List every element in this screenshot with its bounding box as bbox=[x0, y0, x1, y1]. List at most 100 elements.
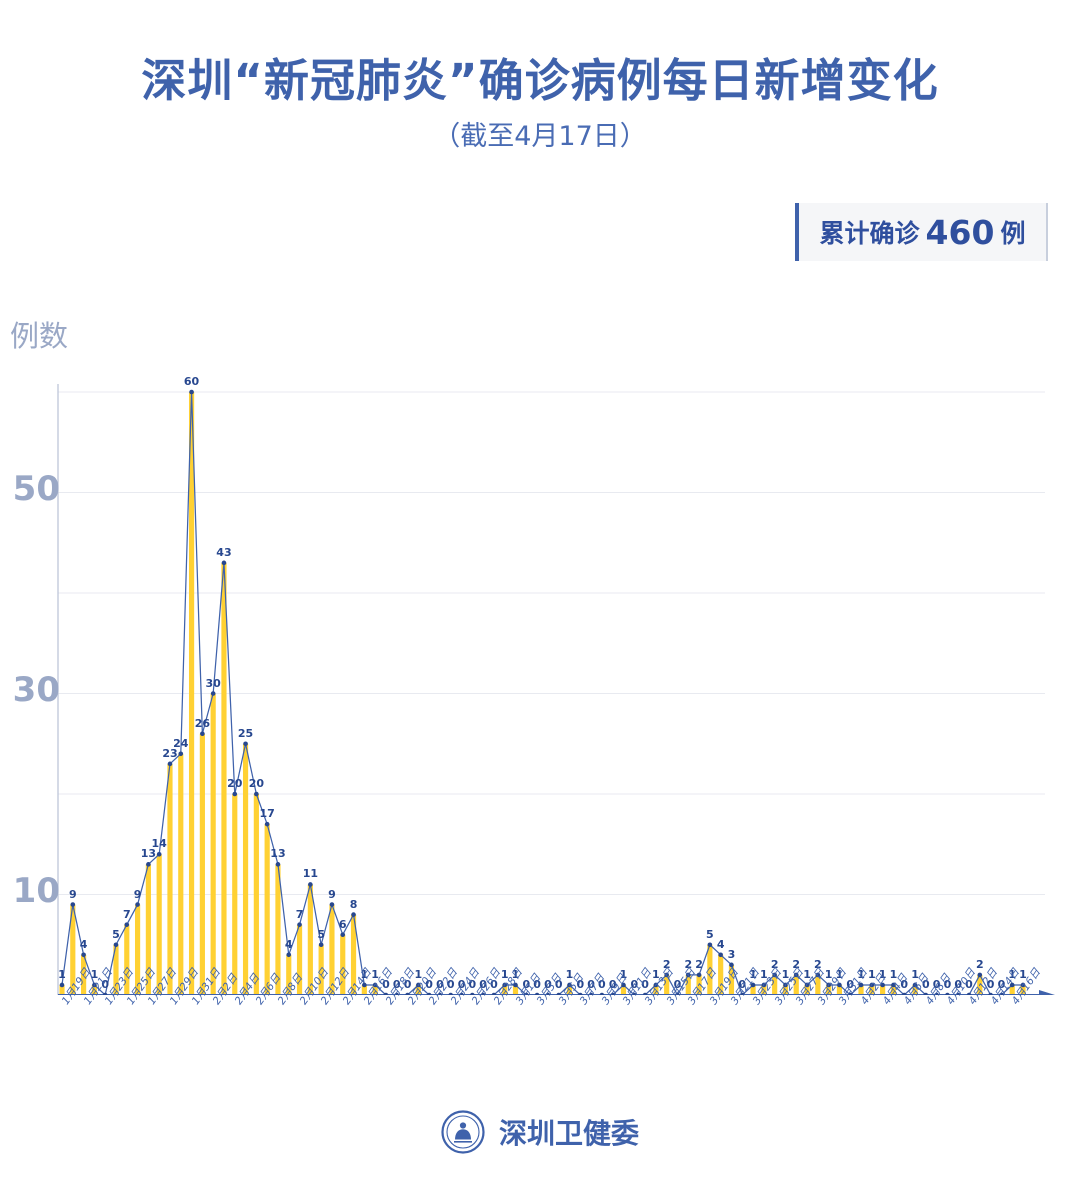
data-point-markers bbox=[59, 389, 1026, 995]
value-label: 0 bbox=[943, 978, 952, 991]
value-label: 7 bbox=[122, 907, 131, 921]
data-point bbox=[524, 992, 529, 995]
value-label: 2 bbox=[792, 957, 801, 971]
shenzhen-health-commission-seal-icon bbox=[441, 1110, 485, 1154]
value-label: 0 bbox=[554, 978, 563, 991]
value-label: 2 bbox=[662, 957, 671, 971]
value-label: 26 bbox=[194, 716, 211, 730]
value-label: 0 bbox=[921, 978, 930, 991]
bar bbox=[350, 914, 357, 995]
bar bbox=[912, 984, 918, 995]
badge-label: 累计确诊 bbox=[819, 219, 920, 248]
value-label: 8 bbox=[349, 897, 358, 911]
bar bbox=[286, 954, 292, 995]
bar bbox=[620, 984, 627, 995]
data-point bbox=[804, 982, 810, 988]
data-point bbox=[124, 922, 130, 927]
bar bbox=[221, 562, 227, 995]
bar bbox=[761, 984, 767, 995]
data-point bbox=[685, 972, 691, 978]
data-point bbox=[156, 852, 162, 857]
data-point bbox=[934, 992, 939, 995]
y-axis-title: 例数 bbox=[10, 319, 69, 353]
data-point bbox=[966, 992, 972, 995]
data-point bbox=[718, 952, 723, 958]
bar bbox=[253, 794, 259, 995]
bar bbox=[307, 884, 313, 995]
data-point bbox=[394, 992, 400, 995]
value-label: 0 bbox=[598, 978, 606, 991]
data-point bbox=[826, 982, 831, 988]
bars bbox=[59, 392, 1026, 995]
value-label: 1 bbox=[760, 967, 768, 981]
bar bbox=[372, 984, 378, 995]
value-label: 0 bbox=[587, 978, 595, 991]
bar bbox=[210, 693, 216, 995]
data-point bbox=[210, 691, 216, 696]
value-label: 5 bbox=[112, 927, 120, 941]
data-point bbox=[988, 992, 993, 995]
bar bbox=[145, 864, 151, 995]
bar bbox=[156, 854, 162, 995]
value-label: 0 bbox=[522, 978, 531, 991]
bar bbox=[340, 934, 346, 995]
data-point bbox=[599, 992, 605, 995]
bar bbox=[977, 974, 983, 995]
data-point bbox=[329, 902, 335, 907]
bar bbox=[167, 763, 173, 995]
bar bbox=[836, 984, 843, 995]
bar bbox=[329, 904, 335, 995]
data-point bbox=[113, 942, 119, 948]
data-point bbox=[653, 982, 659, 988]
value-label: 9 bbox=[328, 887, 336, 901]
data-point bbox=[351, 912, 356, 917]
data-point bbox=[297, 922, 302, 927]
value-label: 1 bbox=[835, 967, 844, 981]
data-point bbox=[308, 882, 313, 887]
data-point bbox=[232, 791, 238, 797]
data-point bbox=[577, 992, 583, 995]
value-label: 9 bbox=[68, 887, 77, 901]
value-label: 1 bbox=[857, 967, 865, 981]
value-label: 1 bbox=[824, 967, 833, 981]
data-point bbox=[480, 992, 486, 995]
value-label: 0 bbox=[576, 978, 585, 991]
value-label: 0 bbox=[479, 978, 487, 991]
value-label: 60 bbox=[183, 375, 200, 388]
bar bbox=[718, 954, 724, 995]
gridlines bbox=[58, 391, 1045, 895]
bar bbox=[685, 974, 691, 995]
value-label: 13 bbox=[140, 847, 157, 861]
data-point bbox=[102, 992, 108, 995]
data-point bbox=[221, 560, 227, 566]
value-label: 1 bbox=[360, 967, 369, 981]
value-label: 0 bbox=[986, 978, 995, 991]
data-point bbox=[955, 992, 961, 995]
bar bbox=[113, 944, 119, 995]
bar bbox=[199, 733, 205, 995]
value-label: 0 bbox=[900, 978, 909, 991]
data-point bbox=[739, 992, 745, 995]
data-point bbox=[750, 982, 756, 988]
value-label: 0 bbox=[997, 978, 1006, 991]
bar bbox=[804, 984, 810, 995]
value-label: 0 bbox=[382, 978, 390, 991]
page-title: 深圳“新冠肺炎”确诊病例每日新增变化 bbox=[141, 54, 939, 107]
value-label: 1 bbox=[565, 967, 574, 981]
data-point bbox=[545, 992, 551, 995]
data-point bbox=[912, 982, 918, 988]
data-point bbox=[383, 992, 389, 995]
bar bbox=[793, 974, 799, 995]
data-point bbox=[254, 791, 259, 797]
x-axis-ticks: 1月19日 1月21日 1月23日 1月25日 1月27日 1月29日 1月31日 2月2日 2… bbox=[0, 967, 1080, 1075]
value-label: 4 bbox=[79, 937, 88, 951]
bar bbox=[566, 984, 573, 995]
data-point bbox=[135, 902, 140, 907]
data-point bbox=[178, 751, 184, 757]
data-point bbox=[1020, 982, 1026, 988]
bar bbox=[70, 904, 76, 995]
data-point bbox=[729, 962, 734, 968]
data-point bbox=[502, 982, 508, 988]
data-point bbox=[275, 862, 281, 867]
